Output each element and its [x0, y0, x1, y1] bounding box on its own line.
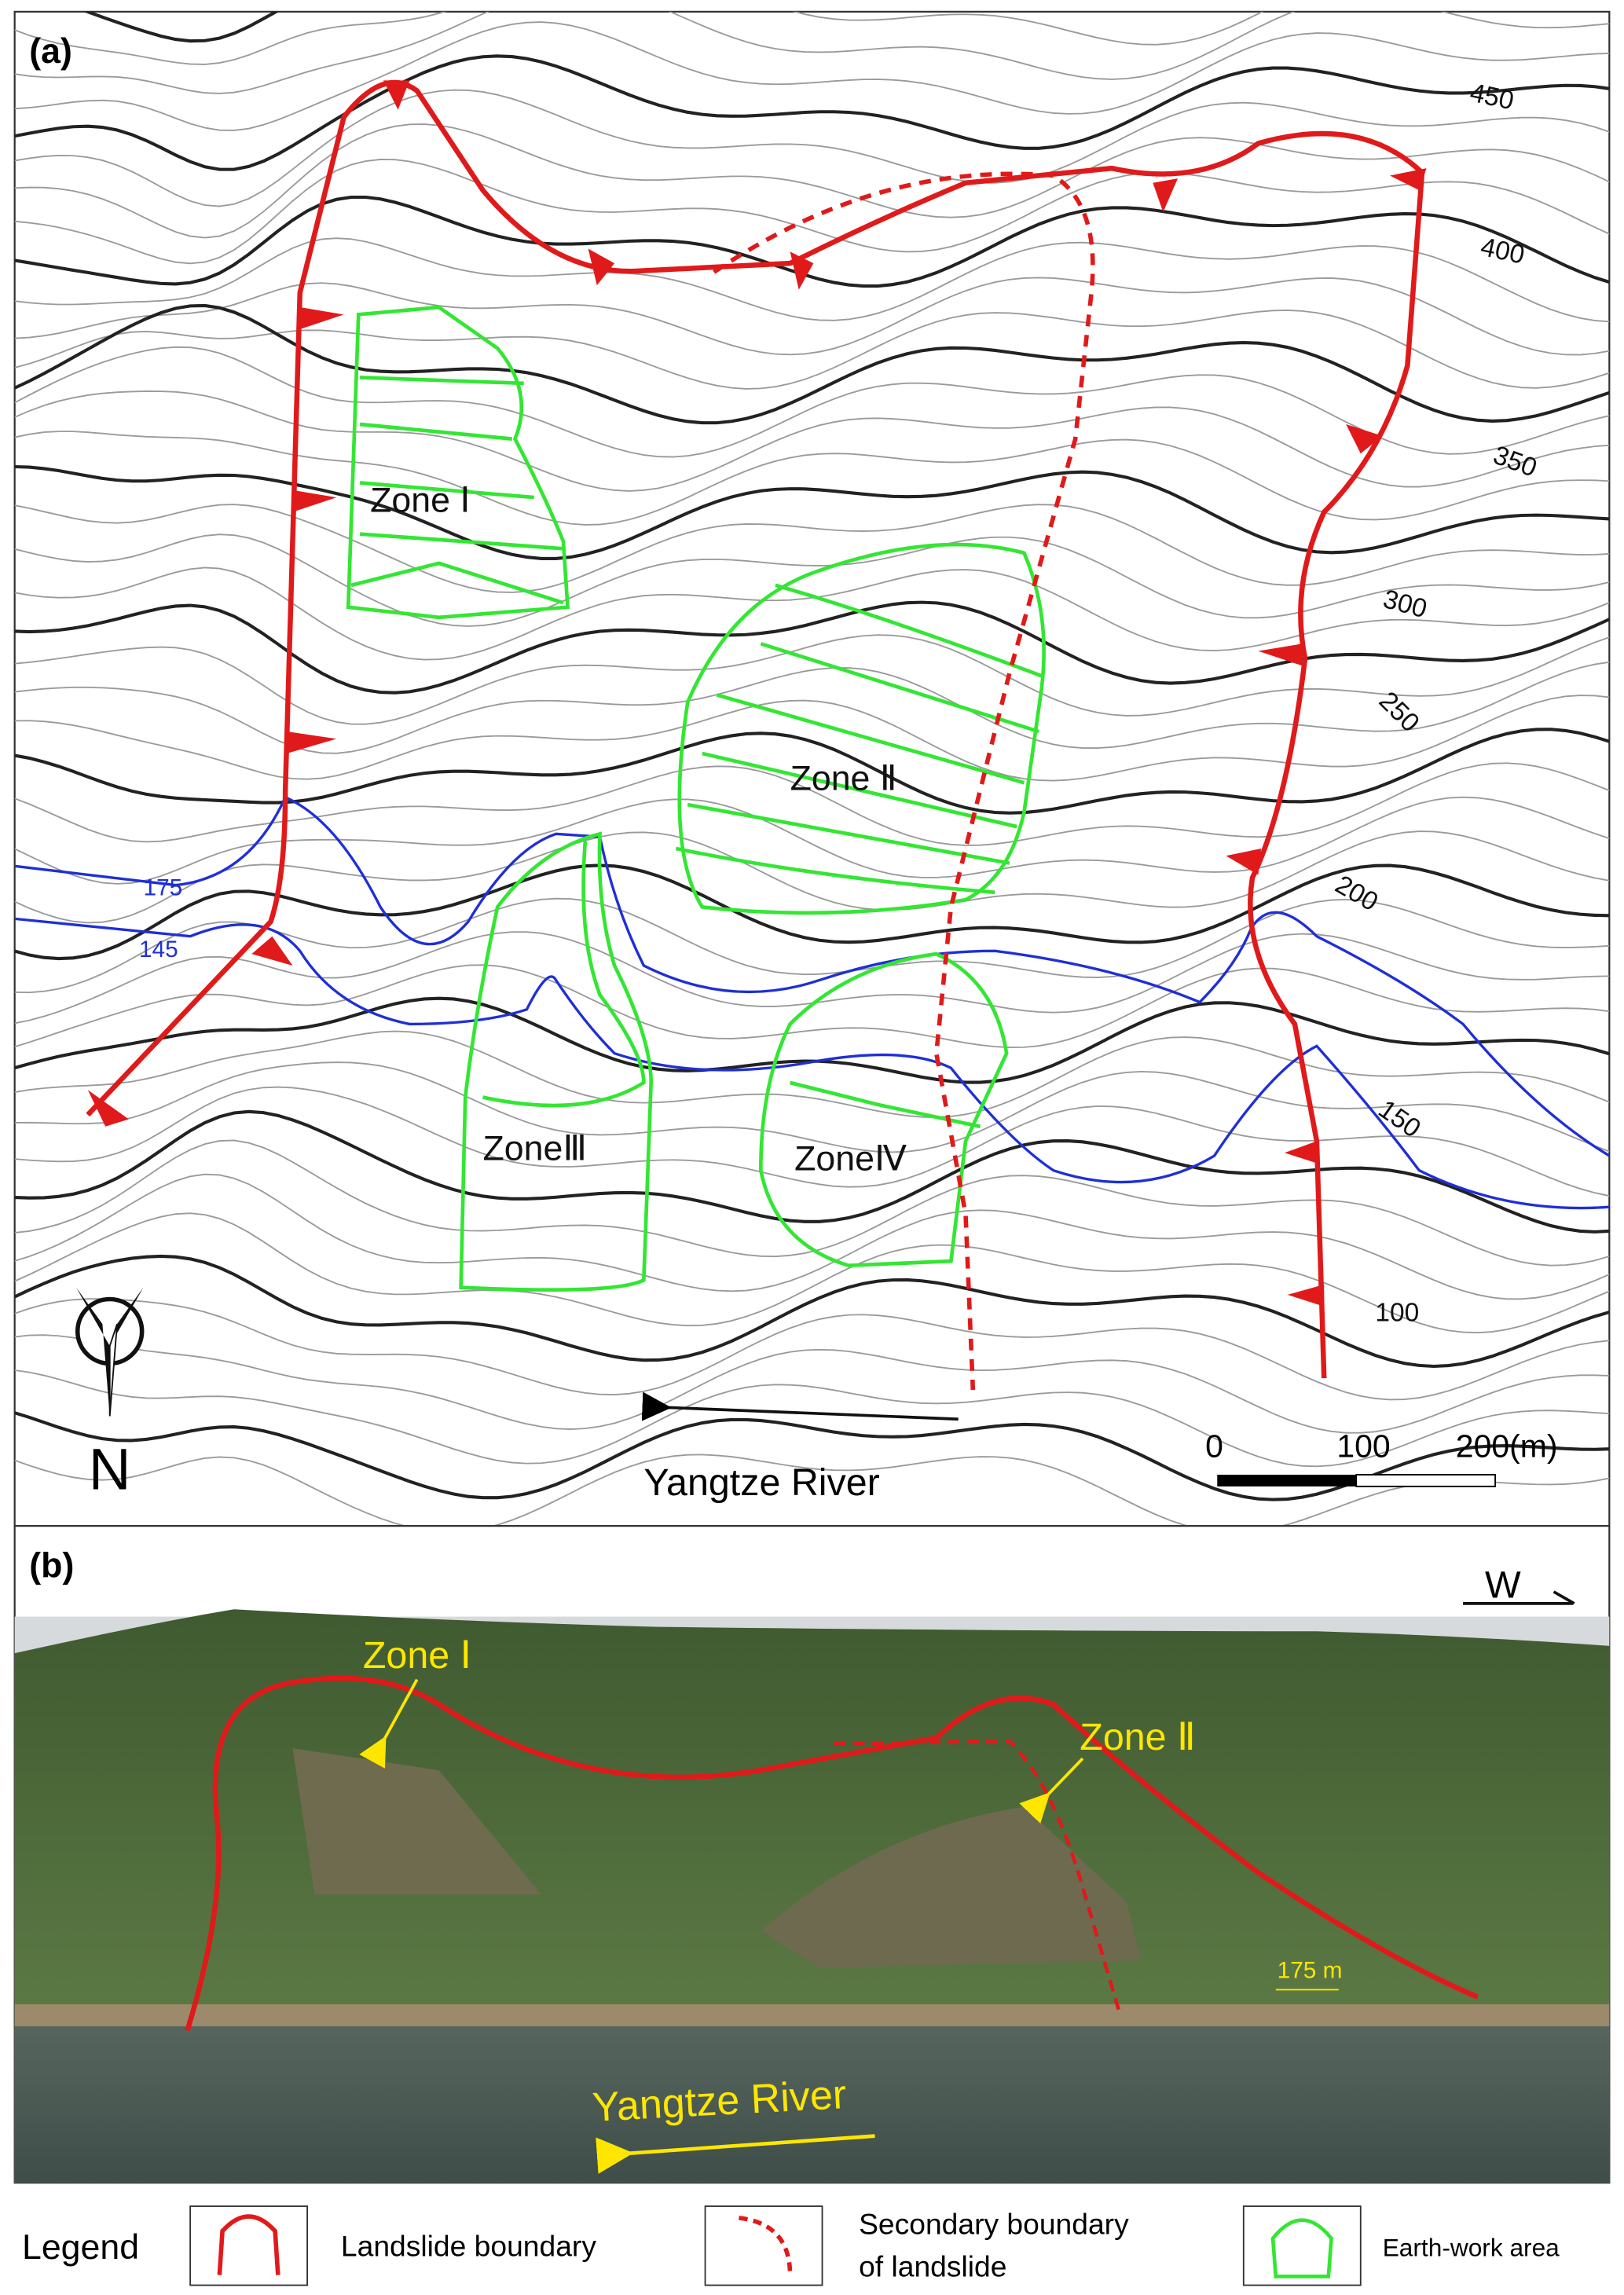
contour: [14, 796, 1610, 885]
contour: [14, 1139, 1610, 1267]
direction-arrow-head: [1553, 1590, 1575, 1605]
water-line-145: [14, 917, 1610, 1210]
contour: [14, 11, 1610, 94]
water-level-label: 145: [139, 937, 178, 962]
contour-label: 100: [1375, 1298, 1419, 1327]
zone-label: ZoneⅣ: [794, 1140, 907, 1179]
contour: [14, 123, 1610, 239]
contour: [14, 1061, 1610, 1153]
zone-3-inner: [482, 841, 646, 1108]
legend-box: [189, 2205, 309, 2286]
contour: [14, 533, 1610, 627]
photo-secondary-boundary: [834, 1739, 1121, 2013]
legend-box: [1242, 2205, 1362, 2286]
contour: [14, 964, 1610, 1048]
contour: [14, 89, 1610, 207]
scale-bar-empty: [1355, 1474, 1497, 1487]
zone-label: Zone Ⅱ: [790, 760, 897, 798]
zone-2-terraces: [675, 583, 1043, 895]
secondary-boundary: [713, 171, 1095, 1391]
photo-boundary: [185, 1675, 1479, 2032]
contour: [14, 762, 1610, 846]
photo: [14, 1609, 1610, 2183]
water-level-label: 175: [144, 875, 183, 901]
scale-label: 0: [1205, 1428, 1223, 1465]
index-contour: [14, 54, 1610, 171]
legend-icon-secondary: [739, 2216, 793, 2275]
panel-label: (a): [29, 32, 72, 71]
panel-label: (b): [29, 1546, 74, 1585]
contour: [14, 1173, 1610, 1300]
index-contour: [14, 464, 1610, 560]
photo-zone-arrow: [359, 1678, 419, 1769]
scale-label: 100: [1336, 1428, 1390, 1465]
contour: [14, 1334, 1610, 1434]
north-label: N: [89, 1437, 131, 1502]
water-line-175: [14, 795, 1610, 1157]
zone-label: Zone Ⅰ: [370, 482, 470, 520]
boundary-ticks: [87, 80, 1427, 1307]
index-contour: [14, 1109, 1610, 1234]
zone-1-terraces: [350, 376, 564, 605]
contour: [14, 1298, 1610, 1401]
legend-box: [704, 2205, 823, 2286]
scale-label: 200(m): [1456, 1428, 1558, 1465]
north-arrow: [75, 1287, 145, 1417]
contour: [14, 431, 1610, 526]
contour: [14, 695, 1610, 782]
legend-icon-earthwork: [1270, 2218, 1333, 2279]
water-lines: [14, 795, 1610, 1210]
zone-4-outline: [758, 951, 1009, 1268]
contour: [14, 1030, 1610, 1118]
photo-river-arrow: [596, 2134, 875, 2174]
photo-labels: Zone Ⅰ Zone Ⅱ: [363, 1634, 1196, 1758]
photo-zone-arrow: [1019, 1757, 1084, 1824]
contour: [14, 504, 1610, 593]
legend-text: Secondary boundary: [859, 2207, 1129, 2240]
legend-text: of landslide: [859, 2249, 1006, 2282]
index-contour: [14, 728, 1610, 815]
legend-title: Legend: [22, 2228, 139, 2267]
index-contour: [14, 863, 1610, 961]
zone-2-outline: [677, 542, 1046, 915]
legend-text: Earth-work area: [1383, 2233, 1560, 2261]
contour: [14, 21, 1610, 131]
legend-text: Landslide boundary: [341, 2229, 596, 2262]
zone-1-outline: [346, 305, 570, 620]
zone-label: ZoneⅢ: [483, 1130, 588, 1168]
contour: [14, 346, 1610, 458]
contour: [14, 634, 1610, 725]
photo-zone-label: Zone Ⅰ: [363, 1634, 471, 1677]
contour: [14, 159, 1610, 265]
zone-3-outline: [459, 831, 654, 1292]
contour: [14, 1212, 1610, 1334]
contour: [14, 661, 1610, 754]
photo-zone-label: Zone Ⅱ: [1080, 1716, 1196, 1758]
contour: [14, 1369, 1610, 1468]
index-contour: [14, 1254, 1610, 1369]
contour: [14, 11, 1264, 65]
index-contour: [14, 195, 1610, 288]
river-arrow: [641, 1391, 959, 1421]
zone-labels: Zone Ⅰ Zone Ⅱ ZoneⅢ ZoneⅣ: [370, 482, 907, 1179]
contour: [14, 277, 1610, 356]
contour-layer: [14, 11, 1610, 1527]
contour: [14, 1454, 1610, 1527]
contour: [14, 310, 1610, 390]
contour: [14, 237, 1610, 323]
photo-water-level: 175 m: [1278, 1958, 1343, 1984]
direction-label: W: [1485, 1564, 1521, 1606]
contour: [14, 390, 1610, 492]
contour: [14, 897, 1610, 994]
legend-icon-boundary: [217, 2214, 280, 2275]
index-contour: [14, 600, 1610, 695]
river-label: Yangtze River: [643, 1461, 879, 1504]
contour: [14, 1086, 1610, 1197]
scale-bar-filled: [1217, 1474, 1357, 1487]
index-contour: [14, 303, 1610, 425]
